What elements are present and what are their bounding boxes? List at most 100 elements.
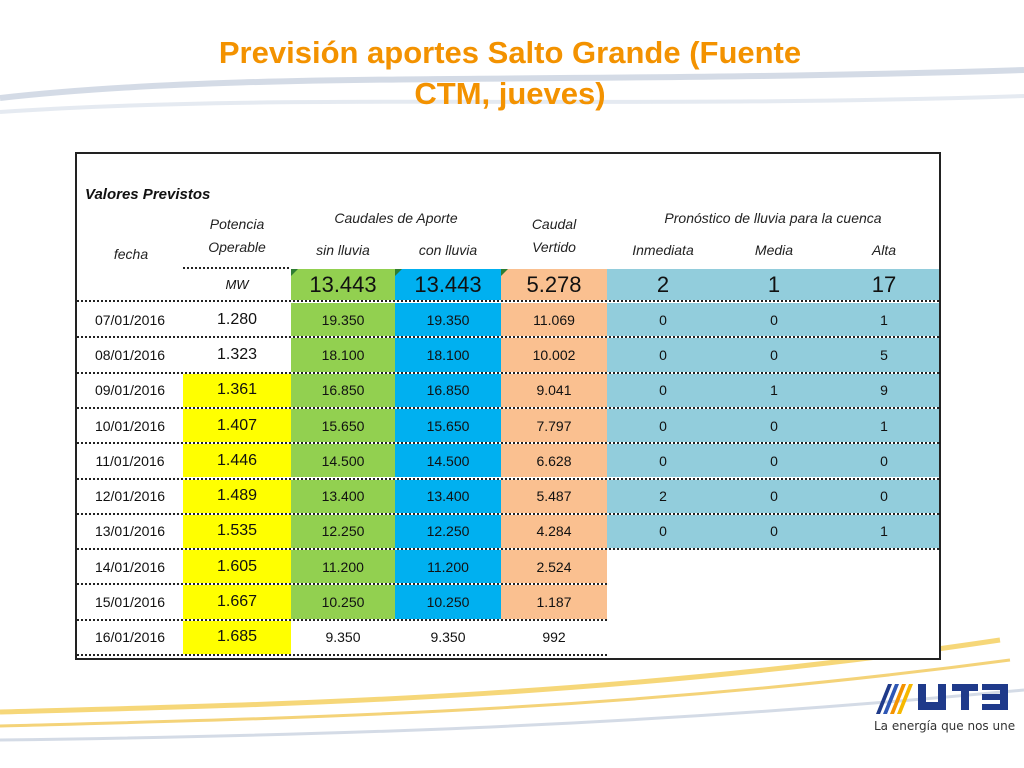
- row-divider: [77, 442, 939, 445]
- cell-con: 12.250: [395, 514, 501, 549]
- cell-sin: 11.200: [291, 550, 395, 584]
- cell-inm: 0: [607, 514, 719, 549]
- header-potencia-line1: Potencia: [209, 216, 265, 232]
- cell-potencia: 1.685: [183, 620, 291, 654]
- cell-vertido: 2.524: [501, 550, 607, 584]
- cell-fecha: 11/01/2016: [95, 452, 165, 469]
- cell-alta: 5: [829, 338, 939, 372]
- ute-logo-icon: [876, 684, 1008, 714]
- cell-vertido: 5.487: [501, 479, 607, 513]
- cell-potencia: 1.489: [183, 479, 291, 513]
- cell-con: 11.200: [395, 550, 501, 584]
- cell-con: 15.650: [395, 408, 501, 443]
- header-caudales: Caudales de Aporte: [334, 210, 458, 226]
- slide-title: Previsión aportes Salto Grande (Fuente C…: [140, 32, 880, 114]
- header-alta: Alta: [871, 242, 897, 258]
- cell-med: 1: [719, 373, 829, 407]
- cell-sin: 12.250: [291, 514, 395, 549]
- cell-sin: 10.250: [291, 585, 395, 619]
- cell-med: 0: [719, 338, 829, 372]
- comment-marker-icon: [291, 269, 298, 276]
- cell-vertido: 4.284: [501, 514, 607, 549]
- header-sin-lluvia: sin lluvia: [316, 242, 370, 258]
- cell-potencia: 1.667: [183, 585, 291, 619]
- cell-fecha: 09/01/2016: [94, 382, 166, 399]
- cell-alta: 1: [829, 408, 939, 443]
- cell-sin: 19.350: [291, 303, 395, 337]
- cell-alta: 0: [829, 444, 939, 478]
- cell-inm: 0: [607, 303, 719, 337]
- summary-sin-lluvia: 13.443: [291, 269, 395, 300]
- slide-title-line1: Previsión aportes Salto Grande (Fuente: [218, 35, 802, 70]
- row-divider: [77, 654, 607, 656]
- cell-alta: 1: [829, 514, 939, 549]
- comment-marker-icon: [501, 269, 508, 276]
- cell-sin: 9.350: [325, 629, 361, 646]
- cell-vertido: 1.187: [501, 585, 607, 619]
- comment-marker-icon: [395, 269, 402, 276]
- cell-potencia: 1.280: [216, 310, 258, 328]
- cell-sin: 15.650: [291, 408, 395, 443]
- cell-fecha: 15/01/2016: [94, 594, 166, 611]
- cell-vertido: 10.002: [501, 338, 607, 372]
- cell-inm: 2: [607, 479, 719, 513]
- row-divider: [77, 548, 939, 551]
- summary-divider: [77, 300, 939, 302]
- cell-potencia: 1.361: [183, 373, 291, 407]
- cell-con: 18.100: [395, 338, 501, 372]
- row-divider: [77, 583, 607, 586]
- header-media: Media: [754, 242, 794, 258]
- cell-potencia: 1.407: [183, 408, 291, 443]
- header-caudal-line1: Caudal: [531, 216, 577, 232]
- summary-alta: 17: [829, 269, 939, 300]
- header-divider: [183, 267, 289, 269]
- cell-con: 9.350: [430, 629, 466, 646]
- row-divider: [77, 618, 607, 621]
- forecast-table: Valores Previstos fecha Potencia Operabl…: [75, 152, 941, 660]
- cell-fecha: 13/01/2016: [94, 523, 166, 540]
- cell-alta: 1: [829, 303, 939, 337]
- cell-vertido: 6.628: [501, 444, 607, 478]
- cell-med: 0: [719, 444, 829, 478]
- row-divider: [77, 336, 939, 339]
- cell-vertido: 9.041: [501, 373, 607, 407]
- header-caudal-line2: Vertido: [532, 239, 576, 255]
- cell-con: 19.350: [395, 303, 501, 337]
- cell-potencia: 1.605: [183, 550, 291, 584]
- cell-sin: 14.500: [291, 444, 395, 478]
- header-fecha: fecha: [113, 246, 149, 262]
- cell-potencia: 1.323: [216, 345, 258, 363]
- unit-label: MW: [225, 277, 249, 292]
- cell-potencia: 1.535: [183, 514, 291, 549]
- cell-potencia: 1.446: [183, 444, 291, 478]
- header-pronostico: Pronóstico de lluvia para la cuenca: [664, 210, 882, 226]
- header-inmediata: Inmediata: [632, 242, 694, 258]
- cell-alta: 0: [829, 479, 939, 513]
- cell-con: 16.850: [395, 373, 501, 407]
- summary-con-lluvia: 13.443: [395, 269, 501, 300]
- cell-con: 10.250: [395, 585, 501, 619]
- cell-fecha: 08/01/2016: [94, 346, 166, 363]
- summary-inmediata: 2: [607, 269, 719, 300]
- cell-fecha: 10/01/2016: [94, 417, 166, 434]
- cell-sin: 16.850: [291, 373, 395, 407]
- cell-fecha: 12/01/2016: [94, 488, 166, 505]
- cell-inm: 0: [607, 373, 719, 407]
- cell-con: 14.500: [395, 444, 501, 478]
- cell-fecha: 16/01/2016: [94, 629, 166, 646]
- cell-inm: 0: [607, 408, 719, 443]
- row-divider: [77, 371, 939, 374]
- summary-vertido: 5.278: [501, 269, 607, 300]
- section-label: Valores Previstos: [85, 186, 211, 203]
- row-divider: [77, 406, 939, 409]
- row-divider: [77, 512, 939, 515]
- cell-inm: 0: [607, 444, 719, 478]
- cell-fecha: 14/01/2016: [94, 558, 166, 575]
- cell-med: 0: [719, 303, 829, 337]
- cell-con: 13.400: [395, 479, 501, 513]
- cell-alta: 9: [829, 373, 939, 407]
- header-potencia-line2: Operable: [208, 239, 266, 255]
- header-con-lluvia: con lluvia: [418, 242, 478, 258]
- cell-med: 0: [719, 479, 829, 513]
- cell-sin: 18.100: [291, 338, 395, 372]
